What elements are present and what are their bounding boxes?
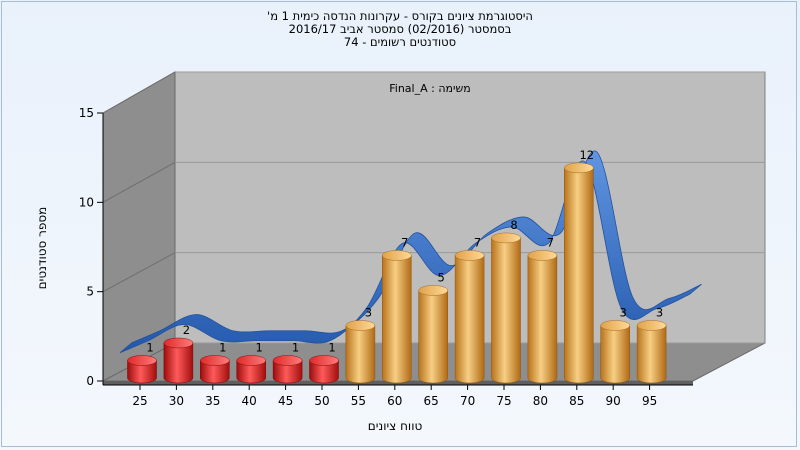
bar xyxy=(200,355,230,384)
data-label: 1 xyxy=(292,340,299,354)
bars-group xyxy=(127,162,667,384)
chart-title-line-3: סטודנטים רשומים - 74 xyxy=(343,35,457,49)
chart-title: היסטוגרמת ציונים בקורס - עקרונות הנדסה כ… xyxy=(0,10,800,49)
bar xyxy=(564,162,594,384)
bar-body-fail xyxy=(200,360,230,384)
gridline-side xyxy=(102,161,176,203)
side-wall xyxy=(102,71,176,382)
bar xyxy=(127,355,157,384)
data-label: 12 xyxy=(579,148,594,162)
bar xyxy=(345,320,376,384)
data-label: 1 xyxy=(328,340,335,354)
x-tick-label: 25 xyxy=(132,394,147,408)
x-tick-label: 95 xyxy=(642,394,657,408)
bar-top xyxy=(418,285,448,296)
bar-body-pass xyxy=(600,325,630,384)
data-label: 3 xyxy=(656,305,663,319)
bar-top xyxy=(345,320,376,331)
y-tick-label: 5 xyxy=(86,285,94,299)
bar xyxy=(272,355,303,384)
bar xyxy=(309,355,339,384)
bar-body-fail xyxy=(163,342,194,384)
bar-top xyxy=(564,162,594,174)
bar xyxy=(527,250,558,384)
bar xyxy=(418,285,448,384)
bar xyxy=(491,232,521,384)
bar xyxy=(454,250,485,384)
y-tick-label: 15 xyxy=(79,106,94,120)
data-label: 1 xyxy=(256,340,263,354)
data-label: 2 xyxy=(183,323,190,337)
bar-body-pass xyxy=(491,237,521,384)
bar-body-pass xyxy=(418,290,448,384)
bar-body-fail xyxy=(309,360,339,384)
x-tick-label: 80 xyxy=(533,394,548,408)
bar-body-fail xyxy=(127,360,157,384)
bar-top xyxy=(200,355,230,366)
x-tick-label: 45 xyxy=(278,394,293,408)
bar xyxy=(600,320,630,384)
bar-body-pass xyxy=(636,325,667,384)
data-label: 7 xyxy=(401,235,408,249)
x-tick-label: 60 xyxy=(387,394,402,408)
bar-body-pass xyxy=(382,255,412,384)
ribbon-band xyxy=(119,150,702,354)
y-axis-title: מספר סטודנטים xyxy=(35,207,49,290)
x-tick-label: 65 xyxy=(424,394,439,408)
x-axis-title: טווח ציונים xyxy=(368,419,423,433)
x-tick-label: 55 xyxy=(351,394,366,408)
bar-top xyxy=(163,337,194,349)
trend-ribbon xyxy=(119,150,702,354)
bar-top xyxy=(236,355,266,366)
task-label: משימה : Final_A xyxy=(389,82,470,95)
data-label: 3 xyxy=(365,305,372,319)
x-tick-label: 90 xyxy=(606,394,621,408)
data-label: 3 xyxy=(620,305,627,319)
gridline-side xyxy=(102,71,176,114)
bar-top xyxy=(527,250,558,261)
data-label: 5 xyxy=(438,270,445,284)
bar xyxy=(163,337,194,384)
y-tick-label: 10 xyxy=(79,195,94,209)
bar-body-pass xyxy=(527,255,558,384)
bar-top xyxy=(382,250,412,261)
x-tick-label: 40 xyxy=(242,394,257,408)
bar-top xyxy=(127,355,157,366)
x-tick-label: 35 xyxy=(205,394,220,408)
bar-top xyxy=(491,232,521,244)
bar xyxy=(382,250,412,384)
bar-top xyxy=(309,355,339,366)
chart-title-line-1: היסטוגרמת ציונים בקורס - עקרונות הנדסה כ… xyxy=(267,9,533,23)
bar-body-fail xyxy=(236,360,266,384)
bar-body-pass xyxy=(345,325,376,384)
gridline-side xyxy=(102,252,176,293)
x-tick-label: 85 xyxy=(569,394,584,408)
data-label: 1 xyxy=(146,340,153,354)
bar-top xyxy=(272,355,303,366)
x-tick-label: 70 xyxy=(460,394,475,408)
y-tick-label: 0 xyxy=(86,374,94,388)
chart-title-line-2: בסמסטר (02/2016) סמסטר אביב 2016/17 xyxy=(288,22,512,36)
bar-body-pass xyxy=(454,255,485,384)
x-tick-label: 75 xyxy=(496,394,511,408)
bar-body-pass xyxy=(564,167,594,384)
data-label: 1 xyxy=(219,340,226,354)
bar xyxy=(636,320,667,384)
data-label: 7 xyxy=(547,235,554,249)
bar-top xyxy=(454,250,485,261)
bar-top xyxy=(600,320,630,331)
data-label: 7 xyxy=(474,235,481,249)
bar-top xyxy=(636,320,667,331)
x-tick-label: 30 xyxy=(169,394,184,408)
data-label: 8 xyxy=(510,218,517,232)
bar-body-fail xyxy=(272,360,303,384)
gridlines xyxy=(102,71,765,382)
x-tick-label: 50 xyxy=(314,394,329,408)
bar xyxy=(236,355,266,384)
